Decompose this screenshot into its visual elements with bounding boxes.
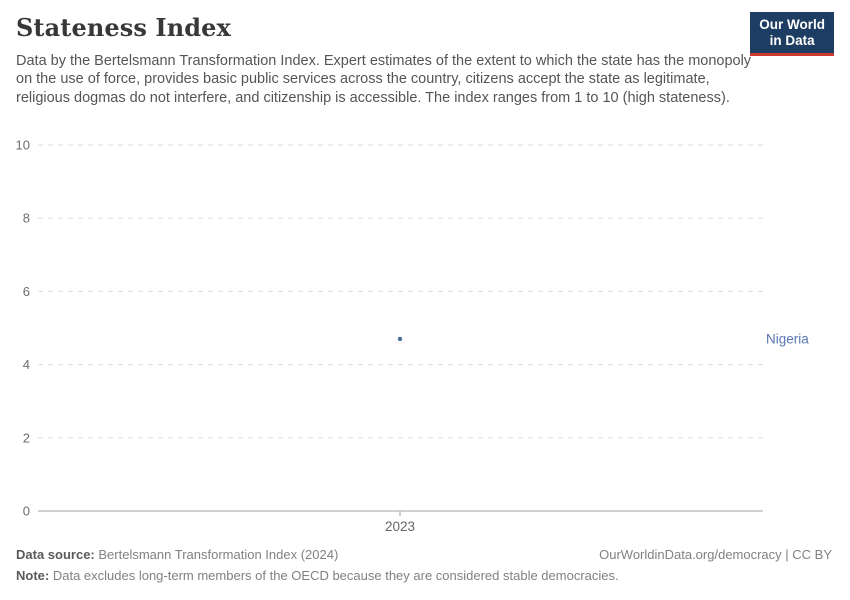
data-source-line: Data source: Bertelsmann Transformation … [16, 547, 338, 562]
y-tick-label-8: 8 [23, 211, 30, 226]
note-label: Note: [16, 568, 50, 583]
chart-title: Stateness Index [16, 13, 231, 42]
note-value: Data excludes long-term members of the O… [52, 568, 619, 583]
y-tick-label-6: 6 [23, 284, 30, 299]
x-tick-label: 2023 [385, 519, 415, 534]
rights-link[interactable]: OurWorldinData.org/democracy | CC BY [599, 547, 832, 562]
y-tick-label-4: 4 [23, 357, 30, 372]
note-line: Note: Data excludes long-term members of… [16, 568, 832, 583]
data-source-label: Data source: [16, 547, 95, 562]
chart-subtitle: Data by the Bertelsmann Transformation I… [16, 53, 752, 106]
y-tick-label-0: 0 [23, 504, 30, 519]
owid-logo-line2: in Data [769, 33, 815, 48]
entity-label-nigeria[interactable]: Nigeria [766, 331, 809, 346]
y-tick-label-2: 2 [23, 430, 30, 445]
chart-footer: Data source: Bertelsmann Transformation … [16, 547, 832, 583]
y-tick-label-10: 10 [16, 138, 30, 153]
data-source-value: Bertelsmann Transformation Index (2024) [98, 547, 339, 562]
owid-logo[interactable]: Our World in Data [750, 12, 834, 56]
data-point-nigeria[interactable] [397, 336, 403, 342]
owid-logo-line1: Our World [759, 17, 825, 32]
